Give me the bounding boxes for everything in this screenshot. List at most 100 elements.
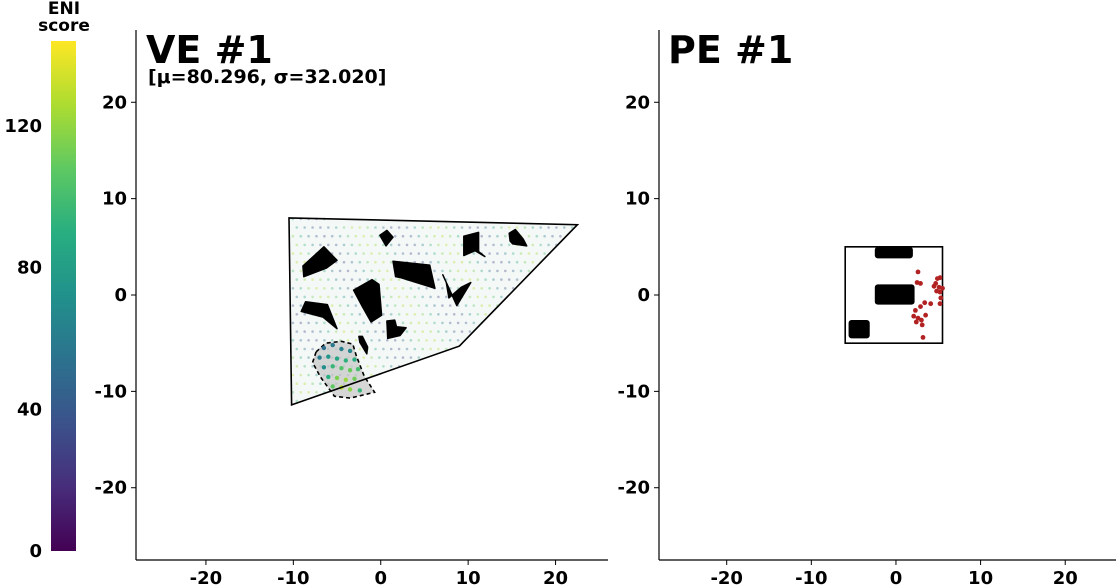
ve-title: VE #1	[146, 28, 273, 72]
ve-sample-dot	[488, 287, 491, 290]
ve-sample-dot	[441, 339, 444, 342]
ve-sample-dot	[319, 330, 322, 333]
ve-sample-dot	[303, 347, 307, 351]
ve-sample-dot	[295, 243, 299, 247]
ve-sample-dot	[452, 226, 456, 229]
ve-sample-dot	[338, 269, 342, 273]
ve-x-tick-label: 20	[543, 568, 568, 585]
ve-sample-dot	[488, 304, 491, 307]
ve-sample-dot	[374, 243, 377, 247]
ve-sample-dot	[307, 321, 310, 325]
colorbar-tick-label: 40	[17, 399, 42, 420]
ve-sample-dot	[366, 226, 369, 229]
ve-sample-dot	[350, 226, 354, 229]
ve-sample-dot	[413, 295, 417, 299]
ve-x-tick-label: -10	[277, 568, 310, 585]
ve-sample-dot	[338, 287, 342, 290]
pe-data-point	[919, 317, 924, 323]
pe-data-point	[928, 301, 934, 307]
ve-sample-dot	[397, 313, 401, 316]
ve-sample-dot	[338, 252, 342, 255]
ve-sample-dot	[299, 269, 303, 273]
ve-sample-dot	[291, 356, 295, 359]
ve-sample-dot	[433, 252, 436, 255]
ve-sample-dot	[311, 347, 314, 351]
ve-sample-dot	[504, 234, 507, 238]
ve-sample-dot	[307, 391, 310, 394]
ve-sample-dot	[531, 260, 535, 264]
ve-sample-dot	[397, 347, 401, 351]
ve-sample-dot	[295, 226, 299, 229]
ve-sample-dot	[460, 278, 464, 281]
ve-sample-dot	[350, 330, 354, 333]
ve-sample-dot	[393, 339, 397, 342]
ve-sample-dot	[378, 321, 381, 325]
ve-sample-dot	[484, 295, 487, 299]
pe-data-point	[920, 335, 926, 340]
ve-sample-dot	[397, 278, 401, 281]
ve-sample-dot	[374, 365, 377, 368]
ve-sample-dot	[421, 330, 425, 333]
ve-sample-dot	[299, 321, 303, 325]
ve-sample-dot	[382, 347, 385, 351]
ve-sample-dot	[315, 234, 318, 238]
pe-title: PE #1	[668, 28, 793, 72]
ve-sample-dot	[323, 339, 326, 342]
ve-sample-dot	[295, 260, 299, 264]
ve-sample-dot	[504, 252, 507, 255]
ve-sample-dot	[405, 226, 409, 229]
ve-obstacle	[392, 260, 436, 290]
pe-x-tick-label: -20	[710, 568, 743, 585]
ve-sample-dot	[319, 226, 322, 229]
ve-sample-dot	[570, 226, 574, 229]
ve-sample-dot	[425, 287, 428, 290]
pe-x-tick-label: 20	[1053, 568, 1078, 585]
ve-sample-dot	[393, 304, 397, 307]
ve-sample-dot	[366, 365, 369, 368]
ve-sample-dot	[311, 295, 314, 299]
ve-sample-dot	[303, 295, 307, 299]
ve-sample-dot	[378, 356, 381, 359]
ve-sample-dot	[456, 269, 460, 273]
ve-sample-dot	[386, 287, 389, 290]
colorbar-tick-label: 120	[4, 116, 42, 137]
ve-sample-dot	[389, 243, 393, 247]
ve-sample-dot	[327, 295, 330, 299]
ve-sample-dot	[468, 330, 472, 333]
ve-sample-dot	[456, 321, 460, 325]
ve-sample-dot	[311, 330, 314, 333]
ve-sample-dot	[342, 243, 346, 247]
ve-sample-dot	[397, 243, 401, 247]
pe-x-tick-label: -10	[795, 568, 828, 585]
ve-sample-dot	[295, 399, 299, 403]
ve-sample-dot	[307, 287, 310, 290]
pe-data-point	[937, 301, 943, 307]
ve-data-point	[355, 367, 361, 372]
ve-sample-dot	[433, 269, 436, 273]
ve-sample-dot	[433, 321, 436, 325]
ve-sample-dot	[295, 313, 299, 316]
ve-sample-dot	[386, 269, 389, 273]
ve-sample-dot	[488, 234, 491, 238]
ve-sample-dot	[307, 373, 310, 377]
ve-sample-dot	[393, 234, 397, 238]
ve-sample-dot	[476, 226, 480, 229]
ve-sample-dot	[539, 243, 542, 247]
ve-sample-dot	[464, 321, 468, 325]
ve-obstacle	[379, 229, 394, 247]
ve-sample-dot	[405, 243, 409, 247]
ve-sample-dot	[299, 287, 303, 290]
ve-sample-dot	[468, 313, 472, 316]
ve-sample-dot	[437, 278, 440, 281]
ve-sample-dot	[464, 304, 468, 307]
ve-sample-dot	[484, 278, 487, 281]
ve-data-point	[330, 364, 335, 369]
ve-sample-dot	[382, 260, 385, 264]
ve-sample-dot	[342, 226, 346, 229]
ve-sample-dot	[504, 287, 507, 290]
ve-sample-dot	[452, 260, 456, 264]
ve-panel: -20 -10 0 10 20 -20 -10 0 10 20 VE #1 [μ=80.296, …	[94, 28, 608, 585]
ve-sample-dot	[500, 260, 503, 264]
ve-sample-dot	[409, 321, 413, 325]
ve-sample-dot	[319, 382, 322, 386]
